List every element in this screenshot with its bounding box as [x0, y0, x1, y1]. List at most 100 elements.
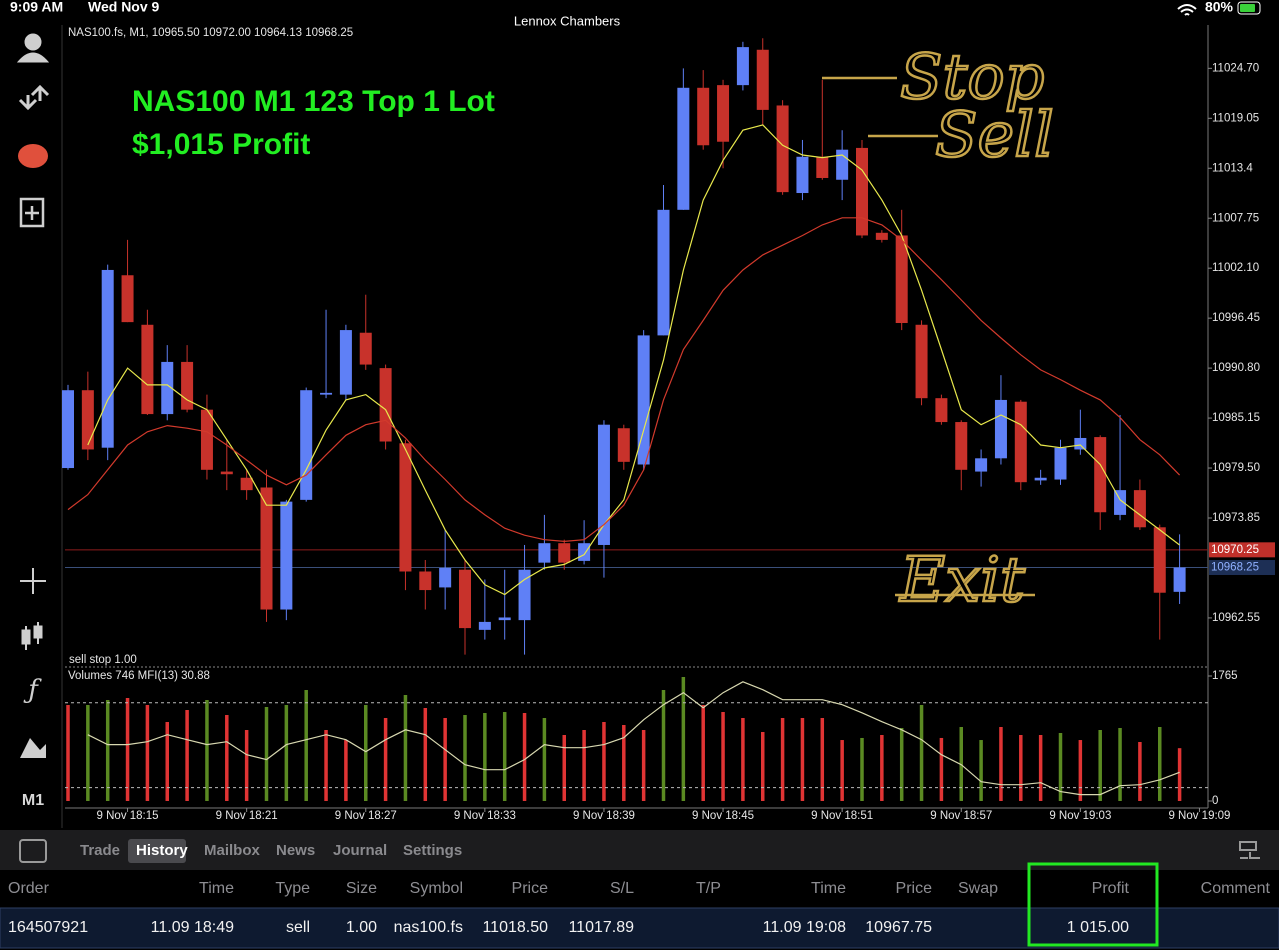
- tab[interactable]: Journal: [333, 842, 387, 859]
- battery-fill: [1240, 4, 1255, 12]
- tab[interactable]: Mailbox: [204, 842, 260, 859]
- candle-body: [994, 399, 1007, 459]
- handwritten-strokes: [822, 76, 1035, 597]
- objects-icon[interactable]: [20, 738, 46, 758]
- candle-body: [776, 105, 789, 193]
- tab[interactable]: History: [136, 842, 188, 859]
- column-header: Order: [8, 880, 50, 897]
- account-title: Lennox Chambers: [514, 13, 621, 28]
- candle-body: [677, 87, 690, 210]
- candle-body: [1153, 527, 1166, 593]
- candle-body: [955, 422, 968, 470]
- trade-icon[interactable]: [18, 84, 50, 111]
- new-doc-plus: [25, 206, 39, 220]
- candle-body: [240, 477, 253, 491]
- battery-icon: [1237, 1, 1261, 15]
- candle-body: [498, 617, 511, 621]
- table-cell: 1 015.00: [1067, 919, 1129, 936]
- candle-body: [459, 569, 471, 629]
- candle-body: [220, 471, 233, 475]
- y-tick-label: 10979.50: [1212, 462, 1260, 474]
- candle-body: [1014, 401, 1027, 483]
- history-table: Order Time Type Size Symbol Price S/L T/P Time Pr…: [8, 880, 1271, 936]
- candle-body: [1133, 490, 1146, 528]
- table-cell: 10967.75: [865, 919, 932, 936]
- moving-average: [67, 217, 1181, 543]
- tab[interactable]: News: [276, 842, 315, 859]
- column-header: Time: [811, 880, 846, 897]
- candle-body: [1094, 437, 1107, 513]
- column-header: T/P: [696, 880, 721, 897]
- sidebar: ƒ: [16, 33, 50, 758]
- candle-body: [895, 235, 908, 324]
- account-icon[interactable]: [24, 33, 42, 51]
- chart-header: NAS100.fs, M1, 10965.50 10972.00 10964.1…: [68, 27, 353, 39]
- column-header: Comment: [1201, 880, 1271, 897]
- candle-body: [617, 428, 630, 462]
- column-header: S/L: [610, 880, 634, 897]
- candle-body: [320, 392, 333, 395]
- x-tick-label: 9 Nov 18:51: [811, 810, 873, 822]
- candle-body: [260, 487, 273, 610]
- candle-body: [558, 543, 571, 563]
- x-tick-label: 9 Nov 18:57: [930, 810, 992, 822]
- candle-body: [121, 275, 134, 323]
- x-tick-label: 9 Nov 18:39: [573, 810, 635, 822]
- plot: 11024.70 11019.05 11013.4 11007.75 11002.10 1…: [62, 38, 1275, 822]
- date: Wed Nov 9: [88, 0, 160, 15]
- timeframe[interactable]: M1: [22, 792, 44, 809]
- candle-body: [975, 458, 988, 472]
- candle-body: [339, 330, 352, 395]
- candle-body: [1114, 490, 1127, 515]
- candle-body: [1054, 447, 1067, 480]
- y-tick-label: 10990.80: [1212, 362, 1260, 374]
- wifi-icon: [1177, 4, 1197, 16]
- tab[interactable]: Trade: [80, 842, 120, 859]
- table-cell: nas100.fs: [394, 919, 463, 936]
- candle-body: [439, 567, 452, 588]
- price-badge-label: 10968.25: [1211, 562, 1259, 574]
- chat-icon[interactable]: [18, 144, 48, 168]
- x-tick-label: 9 Nov 18:27: [335, 810, 397, 822]
- y-tick-label: 10973.85: [1212, 512, 1260, 524]
- battery-level: 80%: [1205, 0, 1234, 15]
- candle-body: [478, 621, 491, 630]
- volume-tick-label: 0: [1212, 795, 1218, 807]
- y-tick-label: 11024.70: [1212, 62, 1259, 74]
- column-header: Price: [512, 880, 549, 897]
- new-doc-icon[interactable]: [19, 197, 45, 228]
- table-cell: 11018.50: [482, 919, 548, 936]
- handwritten-note: Exit: [899, 543, 1025, 616]
- candle-body: [717, 85, 730, 142]
- candle-body: [915, 324, 928, 399]
- volume-header: Volumes 746 MFI(13) 30.88: [68, 670, 210, 682]
- layout-icon[interactable]: [1239, 841, 1260, 859]
- handwritten-note: Stop: [900, 40, 1044, 113]
- candle-body: [1173, 567, 1186, 592]
- column-header: Size: [346, 880, 377, 897]
- volume-tick-label: 1765: [1212, 670, 1238, 682]
- candle-body: [101, 269, 114, 448]
- history-row[interactable]: [0, 907, 1279, 949]
- tab[interactable]: Settings: [403, 842, 462, 859]
- x-tick-label: 9 Nov 18:33: [454, 810, 516, 822]
- crosshair-icon[interactable]: [20, 568, 46, 594]
- table-cell: 11.09 19:08: [763, 919, 846, 936]
- candle-body: [280, 501, 293, 610]
- x-tick-label: 9 Nov 19:03: [1049, 810, 1111, 822]
- y-tick-label: 11013.4: [1212, 162, 1253, 174]
- y-tick-label: 10996.45: [1212, 312, 1260, 324]
- order-label: sell stop 1.00: [69, 654, 137, 666]
- column-header: Profit: [1092, 880, 1130, 897]
- candle-body: [379, 368, 392, 442]
- candle-body: [359, 332, 372, 365]
- candle-body: [796, 156, 809, 194]
- indicator-icon[interactable]: ƒ: [23, 675, 42, 705]
- table-cell: sell: [286, 919, 310, 936]
- moving-average: [87, 124, 1180, 596]
- column-header: Price: [896, 880, 933, 897]
- calendar-icon[interactable]: [19, 839, 47, 863]
- table-cell: 11.09 18:49: [151, 919, 234, 936]
- column-header: Swap: [958, 880, 998, 897]
- candle-body: [697, 87, 710, 146]
